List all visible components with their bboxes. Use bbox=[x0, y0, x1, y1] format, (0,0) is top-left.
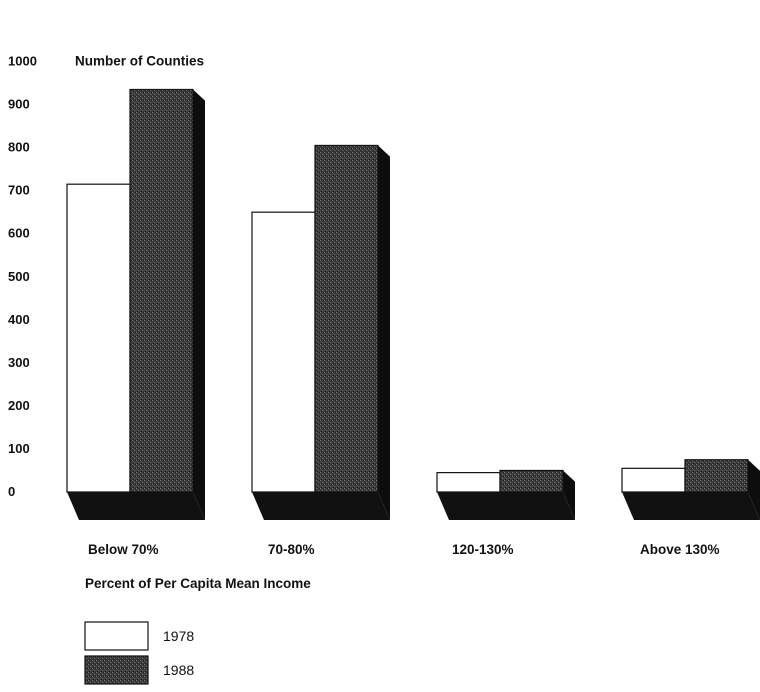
bar-1988 bbox=[499, 469, 564, 493]
legend-swatch bbox=[84, 621, 149, 651]
y-tick-label: 700 bbox=[8, 183, 30, 198]
bar-group bbox=[621, 459, 760, 520]
bar-side bbox=[193, 89, 205, 521]
category-label: 70-80% bbox=[268, 542, 315, 557]
bar-side bbox=[563, 470, 575, 520]
y-axis: 0 100 200 300 400 500 600 700 800 900 1000 bbox=[8, 54, 37, 500]
bar-side bbox=[378, 145, 390, 520]
y-tick-label: 600 bbox=[8, 226, 30, 241]
legend: 1978 1988 bbox=[84, 621, 194, 685]
legend-item: 1988 bbox=[84, 655, 194, 685]
bar-base bbox=[67, 492, 205, 520]
y-tick-label: 800 bbox=[8, 140, 30, 155]
bar-1988 bbox=[684, 459, 749, 493]
bar-1988 bbox=[314, 144, 379, 493]
y-tick-label: 0 bbox=[8, 484, 15, 499]
y-axis-label: Number of Counties bbox=[75, 54, 204, 69]
y-tick-label: 100 bbox=[8, 441, 30, 456]
bar-base bbox=[437, 492, 575, 520]
bar-group bbox=[66, 88, 205, 521]
bar-group bbox=[436, 469, 575, 520]
category-label: 120-130% bbox=[452, 542, 514, 557]
y-tick-label: 400 bbox=[8, 312, 30, 327]
bar-base bbox=[252, 492, 390, 520]
x-axis-label: Percent of Per Capita Mean Income bbox=[85, 576, 311, 591]
y-tick-label: 300 bbox=[8, 355, 30, 370]
bar-group bbox=[251, 144, 390, 520]
bars bbox=[66, 88, 760, 521]
y-tick-label: 200 bbox=[8, 398, 30, 413]
bar-side bbox=[748, 459, 760, 520]
bar-base bbox=[622, 492, 760, 520]
bar-1978 bbox=[621, 467, 686, 493]
bar-1988 bbox=[129, 88, 194, 493]
legend-swatch bbox=[84, 655, 149, 685]
y-tick-label: 900 bbox=[8, 97, 30, 112]
y-tick-label: 1000 bbox=[8, 54, 37, 69]
bar-1978 bbox=[436, 472, 501, 493]
bar-1978 bbox=[251, 211, 316, 493]
category-label: Above 130% bbox=[640, 542, 720, 557]
bar-1978 bbox=[66, 183, 131, 493]
legend-label: 1978 bbox=[163, 628, 194, 644]
legend-item: 1978 bbox=[84, 621, 194, 651]
legend-label: 1988 bbox=[163, 662, 194, 678]
y-tick-label: 500 bbox=[8, 269, 30, 284]
category-label: Below 70% bbox=[88, 542, 159, 557]
category-labels: Below 70% 70-80% 120-130% Above 130% bbox=[88, 542, 720, 557]
